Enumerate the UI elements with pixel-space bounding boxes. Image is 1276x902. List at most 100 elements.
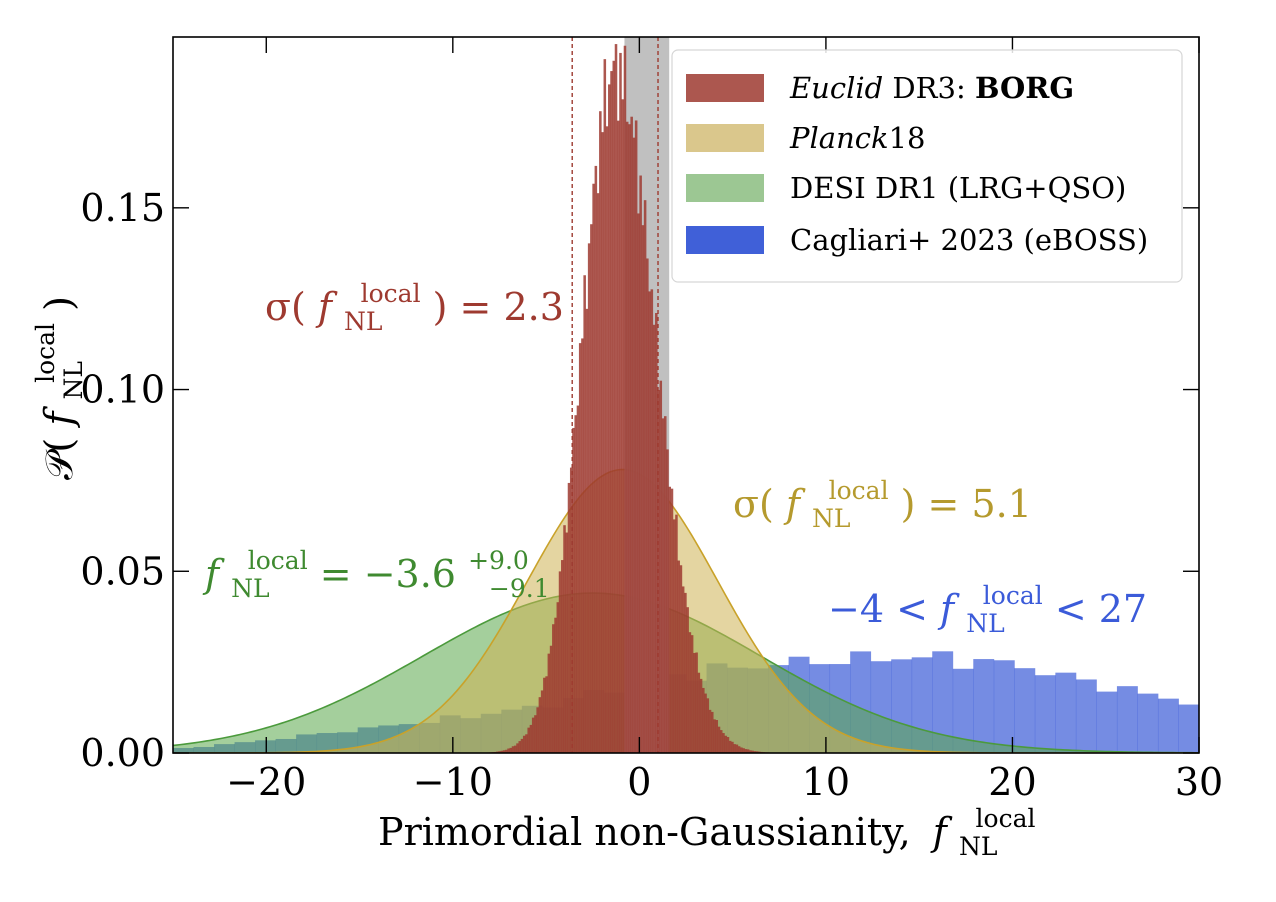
euclid-bar — [547, 653, 551, 753]
legend-item-planck: Planck18 — [686, 121, 925, 155]
y-axis-title-sub: NL — [59, 361, 88, 399]
x-axis-title-sub: NL — [959, 832, 997, 861]
plot-frame — [172, 36, 1200, 754]
euclid-bar — [576, 405, 580, 753]
euclid-bar — [552, 624, 555, 753]
euclid-bar — [719, 730, 723, 753]
x-tick-label: 30 — [1175, 760, 1223, 804]
annotation-planck-prefix: σ( — [733, 482, 774, 526]
euclid-bar — [722, 733, 725, 753]
euclid-bar — [599, 111, 602, 753]
euclid-bar — [561, 560, 564, 753]
euclid-bar — [637, 213, 640, 753]
legend-label-planck-plain: 18 — [889, 121, 926, 155]
euclid-bar — [603, 59, 607, 753]
euclid-bar — [708, 709, 712, 753]
eboss-bar — [1178, 704, 1199, 753]
eboss-bar — [1055, 672, 1077, 753]
euclid-bar — [690, 635, 694, 753]
euclid-bar — [726, 737, 730, 753]
x-tick-label: −20 — [226, 760, 306, 804]
legend-label-planck: Planck18 — [789, 121, 925, 155]
eboss-bar — [1157, 698, 1179, 753]
euclid-bar — [681, 586, 685, 753]
euclid-bar — [744, 749, 748, 753]
euclid-bar — [632, 137, 636, 753]
euclid-bar — [713, 719, 716, 753]
euclid-bar — [612, 60, 616, 753]
euclid-bar — [594, 165, 598, 753]
euclid-bar — [652, 324, 656, 753]
legend-swatch-planck — [686, 124, 764, 152]
euclid-bar — [516, 743, 519, 753]
legend-swatch-eboss — [686, 226, 764, 254]
eboss-bar — [1034, 675, 1056, 753]
legend-item-euclid: Euclid DR3: BORG — [686, 71, 1074, 105]
euclid-bar — [590, 224, 593, 753]
euclid-bar — [556, 602, 560, 753]
euclid-bar — [569, 467, 573, 753]
annotation-desi: f NL local = −3.6 +9.0 −9.1 — [202, 534, 550, 606]
euclid-bar — [619, 52, 622, 753]
euclid-bar — [522, 735, 526, 753]
x-tick-label: 20 — [988, 760, 1036, 804]
eboss-bar — [993, 660, 1015, 753]
euclid-bar — [509, 747, 513, 753]
euclid-bar — [531, 717, 535, 753]
euclid-bar — [749, 750, 752, 753]
annotation-eboss-suffix: < 27 — [1055, 587, 1147, 631]
euclid-bar — [659, 380, 663, 753]
euclid-bar — [578, 343, 582, 753]
euclid-bar — [534, 715, 537, 753]
annotation-euclid-symbol: f — [315, 285, 338, 329]
eboss-bar — [1096, 691, 1118, 753]
euclid-bar — [668, 486, 672, 753]
y-tick-label: 0.15 — [80, 186, 165, 230]
y-axis-title-sup: local — [31, 323, 60, 383]
euclid-bar — [679, 565, 683, 753]
annotation-planck-suffix: ) = 5.1 — [901, 482, 1032, 526]
legend-swatch-desi — [686, 174, 764, 202]
x-axis-title-sup: local — [976, 804, 1036, 833]
euclid-bar — [728, 740, 732, 753]
euclid-bar — [520, 738, 524, 753]
y-tick-label: 0.10 — [80, 368, 165, 412]
euclid-bar — [605, 126, 609, 753]
euclid-bar — [507, 748, 510, 753]
euclid-bar — [596, 193, 600, 753]
legend-label-planck-italic: Planck — [789, 121, 889, 155]
legend-label-eboss: Cagliari+ 2023 (eBOSS) — [790, 223, 1148, 257]
euclid-bar — [567, 482, 571, 753]
euclid-bar — [623, 45, 627, 753]
euclid-bar — [581, 338, 584, 753]
euclid-bar — [655, 313, 658, 753]
euclid-bar — [751, 750, 754, 753]
euclid-bar — [616, 120, 620, 753]
x-tick-label: −10 — [413, 760, 493, 804]
y-tick-label: 0.05 — [80, 549, 165, 593]
euclid-bar — [554, 617, 557, 753]
euclid-bar — [686, 607, 689, 753]
euclid-bar — [746, 749, 750, 753]
euclid-bar — [641, 225, 645, 753]
euclid-bar — [511, 746, 515, 753]
euclid-bar — [525, 734, 528, 753]
annotation-eboss: −4 < f NL local < 27 — [828, 569, 1147, 641]
legend-item-eboss: Cagliari+ 2023 (eBOSS) — [686, 223, 1148, 257]
euclid-bar — [753, 751, 757, 753]
eboss-bar — [1116, 686, 1138, 753]
axis-ticks: −20 −10 0 10 20 30 0.00 0.05 0.10 0.15 — [80, 37, 1223, 804]
euclid-bar — [702, 687, 705, 753]
y-axis-title: 𝒫( f NL local ) — [19, 296, 91, 480]
euclid-bar — [529, 724, 533, 753]
euclid-bar — [583, 275, 586, 753]
annotation-euclid-suffix: ) = 2.3 — [433, 285, 564, 329]
legend-swatch-euclid — [686, 74, 764, 102]
euclid-bar — [634, 120, 638, 753]
euclid-bar — [543, 677, 546, 753]
euclid-bar — [733, 744, 736, 753]
x-tick-label: 10 — [802, 760, 850, 804]
legend-item-desi: DESI DR1 (LRG+QSO) — [686, 171, 1126, 205]
annotation-planck: σ( f NL local ) = 5.1 — [733, 464, 1032, 536]
euclid-bar — [514, 745, 517, 753]
